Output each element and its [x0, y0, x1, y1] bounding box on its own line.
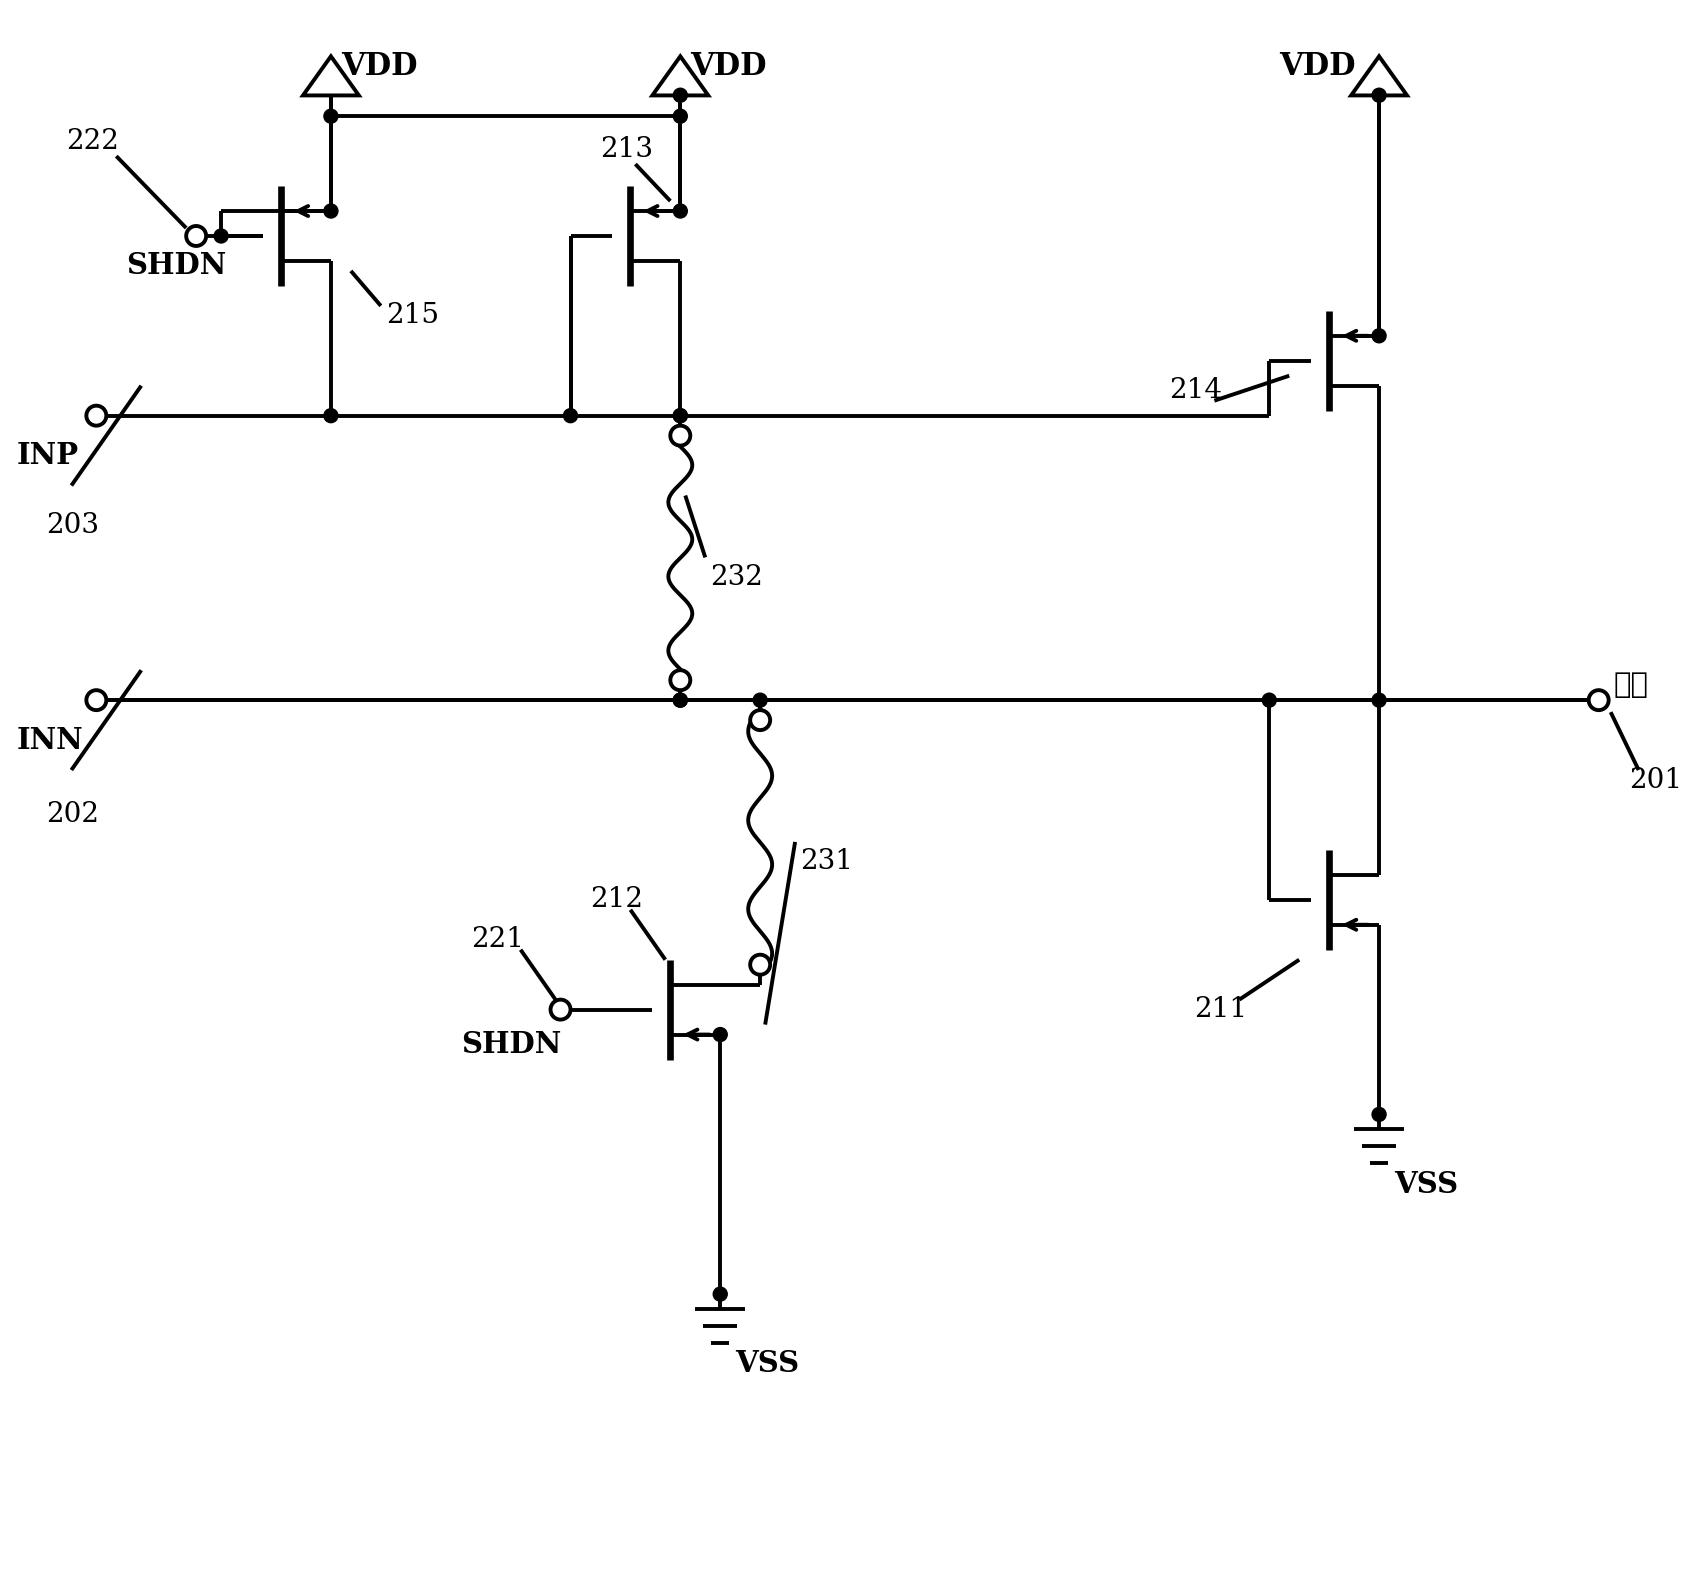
Text: 203: 203 [46, 512, 99, 539]
Circle shape [87, 690, 106, 711]
Circle shape [87, 405, 106, 426]
Text: 输出: 输出 [1613, 671, 1647, 700]
Circle shape [550, 999, 570, 1020]
Circle shape [673, 408, 686, 422]
Text: 213: 213 [601, 136, 654, 162]
Circle shape [1371, 88, 1386, 102]
Circle shape [714, 1028, 727, 1042]
Circle shape [1371, 329, 1386, 344]
Text: 201: 201 [1628, 766, 1681, 793]
Text: 211: 211 [1193, 996, 1246, 1023]
Circle shape [673, 109, 686, 123]
Circle shape [669, 670, 690, 690]
Text: 221: 221 [471, 927, 524, 953]
Text: 215: 215 [386, 303, 439, 329]
Text: VDD: VDD [690, 50, 766, 82]
Circle shape [563, 408, 577, 422]
Circle shape [669, 426, 690, 446]
Text: 222: 222 [67, 128, 119, 154]
Circle shape [1371, 1108, 1386, 1122]
Circle shape [1588, 690, 1608, 711]
Circle shape [749, 955, 770, 974]
Circle shape [1371, 693, 1386, 708]
Circle shape [749, 711, 770, 730]
Text: INN: INN [17, 725, 84, 755]
Circle shape [673, 408, 686, 422]
Text: SHDN: SHDN [126, 252, 227, 281]
Text: SHDN: SHDN [461, 1031, 560, 1059]
Text: 232: 232 [710, 564, 763, 591]
Circle shape [186, 225, 207, 246]
Circle shape [324, 408, 338, 422]
Text: 202: 202 [46, 802, 99, 829]
Text: 231: 231 [799, 848, 852, 875]
Circle shape [673, 88, 686, 102]
Circle shape [673, 203, 686, 217]
Circle shape [673, 693, 686, 708]
Circle shape [324, 109, 338, 123]
Circle shape [1591, 693, 1605, 708]
Text: 212: 212 [591, 886, 644, 914]
Circle shape [1591, 693, 1605, 708]
Circle shape [213, 229, 229, 243]
Circle shape [753, 693, 766, 708]
Circle shape [714, 1288, 727, 1302]
Circle shape [673, 693, 686, 708]
Text: 214: 214 [1169, 377, 1222, 403]
Text: VDD: VDD [341, 50, 417, 82]
Text: INP: INP [17, 441, 79, 470]
Text: VDD: VDD [1279, 50, 1355, 82]
Circle shape [324, 203, 338, 217]
Circle shape [1261, 693, 1275, 708]
Text: VSS: VSS [734, 1349, 799, 1379]
Text: VSS: VSS [1393, 1169, 1458, 1199]
